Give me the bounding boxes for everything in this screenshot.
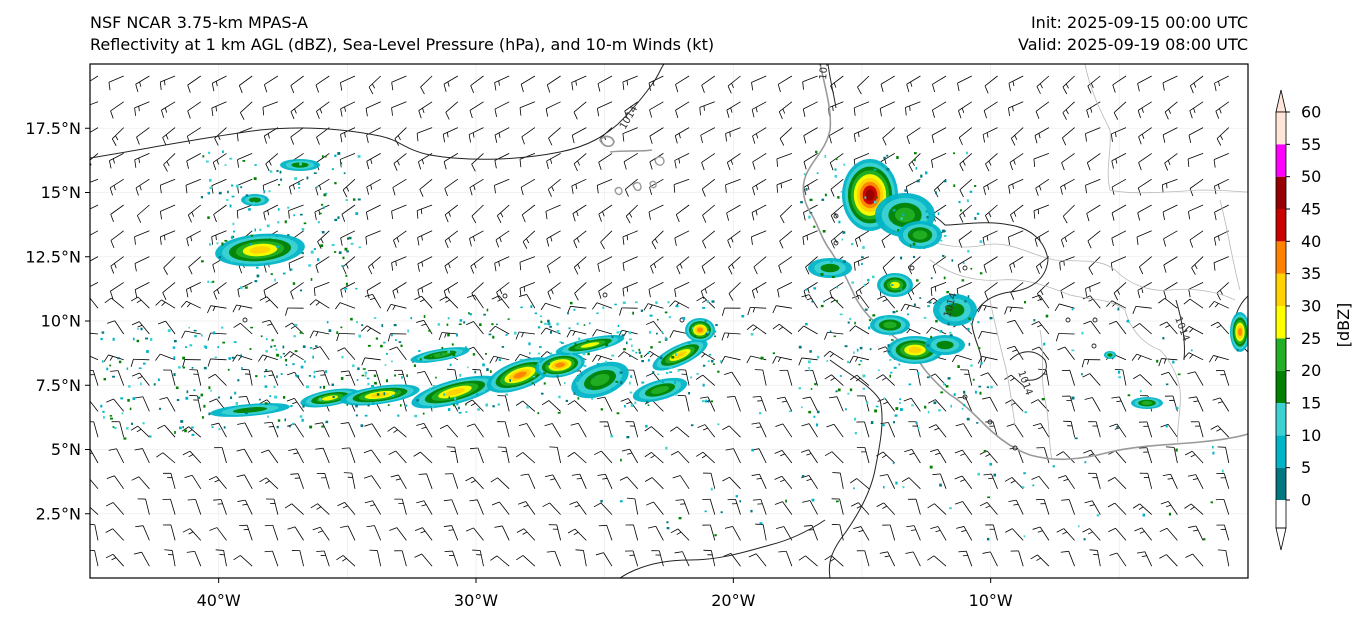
colorbar-band [1276, 403, 1286, 436]
colorbar-tick-label: 20 [1301, 361, 1321, 380]
latitude-tick-label: 15°N [41, 183, 81, 202]
init-time: Init: 2025-09-15 00:00 UTC [1030, 13, 1248, 32]
isobar-label: 1010 [818, 54, 831, 80]
colorbar-band [1276, 112, 1286, 145]
colorbar-tick-label: 35 [1301, 264, 1321, 283]
colorbar-band [1276, 241, 1286, 274]
island-markers [242, 213, 1098, 451]
latitude-tick-label: 7.5°N [36, 376, 81, 395]
longitude-tick-label: 40°W [197, 591, 241, 610]
latitude-tick-label: 5°N [51, 440, 81, 459]
colorbar-band [1276, 144, 1286, 177]
colorbar-band [1276, 176, 1286, 209]
latitude-axis: 17.5°N 15°N 12.5°N 10°N 7.5°N 5°N 2.5°N [25, 119, 90, 523]
longitude-axis: 40°W 30°W 20°W 10°W [197, 578, 1013, 610]
wind-barbs [90, 75, 1230, 567]
colorbar-label: [dBZ] [1334, 303, 1353, 348]
colorbar-band [1276, 370, 1286, 403]
valid-time: Valid: 2025-09-19 08:00 UTC [1017, 35, 1248, 54]
fields-title: Reflectivity at 1 km AGL (dBZ), Sea-Leve… [90, 35, 715, 54]
colorbar-band [1276, 209, 1286, 242]
model-title: NSF NCAR 3.75-km MPAS-A [90, 13, 308, 32]
longitude-tick-label: 20°W [711, 591, 755, 610]
colorbar-tick-label: 10 [1301, 426, 1321, 445]
colorbar-tick-label: 5 [1301, 458, 1311, 477]
colorbar-tick-label: 30 [1301, 297, 1321, 316]
colorbar-tick-label: 40 [1301, 232, 1321, 251]
colorbar-tick-label: 25 [1301, 329, 1321, 348]
latitude-tick-label: 10°N [41, 312, 81, 331]
latitude-tick-label: 2.5°N [36, 504, 81, 523]
country-borders [914, 64, 1248, 461]
latitude-tick-label: 12.5°N [25, 247, 81, 266]
latitude-tick-label: 17.5°N [25, 119, 81, 138]
colorbar: 0 5 10 15 20 25 30 35 40 45 50 55 60 [dBZ] [1275, 89, 1353, 551]
colorbar-tick-label: 60 [1301, 103, 1321, 122]
colorbar-tick-label: 0 [1301, 491, 1311, 510]
colorbar-tick-label: 55 [1301, 135, 1321, 154]
colorbar-min-band [1276, 500, 1286, 528]
longitude-tick-label: 10°W [969, 591, 1013, 610]
colorbar-band [1276, 467, 1286, 500]
longitude-tick-label: 30°W [454, 591, 498, 610]
colorbar-band [1276, 338, 1286, 371]
colorbar-tick-label: 50 [1301, 167, 1321, 186]
colorbar-band [1276, 306, 1286, 339]
colorbar-tick-label: 15 [1301, 394, 1321, 413]
slp-isobars [90, 64, 1248, 578]
colorbar-min-extension [1275, 527, 1287, 551]
colorbar-band [1276, 273, 1286, 306]
colorbar-max-extension [1275, 89, 1287, 113]
colorbar-tick-label: 45 [1301, 200, 1321, 219]
colorbar-band [1276, 435, 1286, 468]
reflectivity-field [100, 150, 1248, 541]
